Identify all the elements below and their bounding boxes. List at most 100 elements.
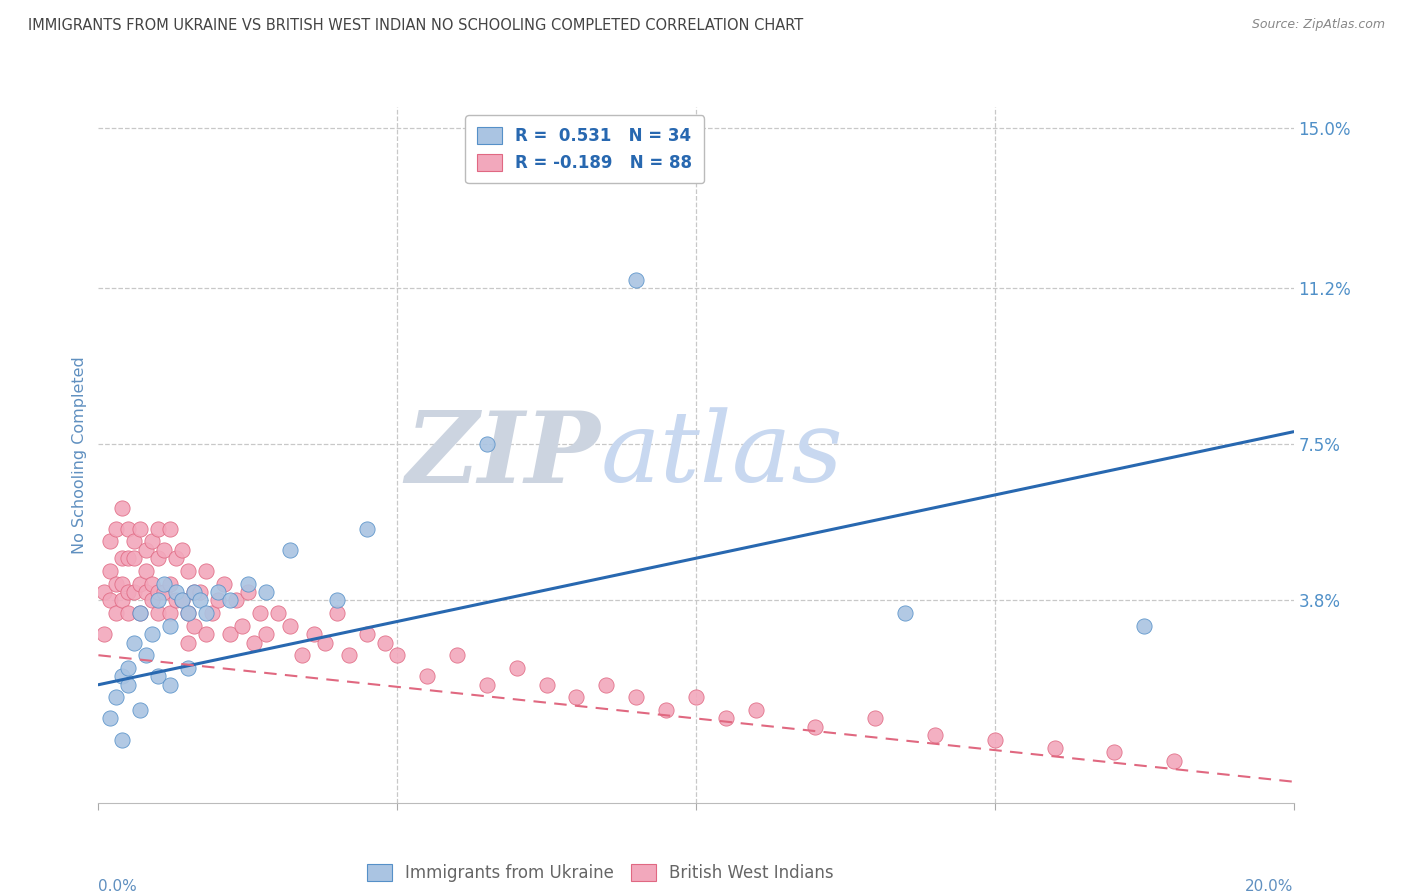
Point xyxy=(188,585,211,599)
Point xyxy=(183,585,205,599)
Point xyxy=(153,576,176,591)
Point xyxy=(129,606,152,620)
Point xyxy=(148,522,170,536)
Point xyxy=(159,576,181,591)
Point xyxy=(188,593,211,607)
Point xyxy=(100,534,122,549)
Point xyxy=(374,635,396,649)
Point xyxy=(212,576,235,591)
Point xyxy=(100,593,122,607)
Point xyxy=(195,627,218,641)
Point xyxy=(506,661,529,675)
Point xyxy=(339,648,360,663)
Point xyxy=(475,437,498,451)
Text: 20.0%: 20.0% xyxy=(1246,879,1294,892)
Point xyxy=(1133,618,1156,632)
Point xyxy=(254,627,277,641)
Point xyxy=(129,703,152,717)
Point xyxy=(100,711,122,725)
Point xyxy=(159,618,181,632)
Point xyxy=(267,606,290,620)
Point xyxy=(254,585,277,599)
Point xyxy=(745,703,768,717)
Point xyxy=(177,606,200,620)
Point xyxy=(1163,754,1185,768)
Point xyxy=(326,606,349,620)
Point xyxy=(172,593,194,607)
Point xyxy=(177,564,200,578)
Point xyxy=(195,606,218,620)
Point xyxy=(100,564,122,578)
Point xyxy=(117,522,139,536)
Point xyxy=(924,728,946,742)
Point xyxy=(475,678,498,692)
Point xyxy=(105,606,128,620)
Point xyxy=(105,690,128,705)
Point xyxy=(172,542,194,557)
Point xyxy=(1043,741,1066,756)
Point xyxy=(111,732,134,747)
Point xyxy=(124,551,146,566)
Point xyxy=(302,627,325,641)
Point xyxy=(243,635,266,649)
Point xyxy=(291,648,314,663)
Point xyxy=(685,690,707,705)
Point xyxy=(177,661,200,675)
Point xyxy=(565,690,588,705)
Point xyxy=(219,593,242,607)
Point xyxy=(231,618,253,632)
Point xyxy=(626,690,648,705)
Point xyxy=(129,576,152,591)
Point xyxy=(278,618,301,632)
Point xyxy=(135,564,157,578)
Point xyxy=(135,585,157,599)
Text: IMMIGRANTS FROM UKRAINE VS BRITISH WEST INDIAN NO SCHOOLING COMPLETED CORRELATIO: IMMIGRANTS FROM UKRAINE VS BRITISH WEST … xyxy=(28,18,803,33)
Point xyxy=(207,593,229,607)
Point xyxy=(111,593,134,607)
Point xyxy=(141,576,163,591)
Point xyxy=(225,593,247,607)
Point xyxy=(165,585,187,599)
Point xyxy=(124,534,146,549)
Point xyxy=(165,551,187,566)
Point xyxy=(356,627,378,641)
Point xyxy=(595,678,617,692)
Point xyxy=(278,542,301,557)
Point xyxy=(326,593,349,607)
Point xyxy=(153,585,176,599)
Point xyxy=(148,606,170,620)
Point xyxy=(183,585,205,599)
Point xyxy=(219,627,242,641)
Point xyxy=(111,500,134,515)
Point xyxy=(236,585,259,599)
Point xyxy=(207,585,229,599)
Point xyxy=(93,627,115,641)
Point xyxy=(655,703,678,717)
Point xyxy=(159,522,181,536)
Point xyxy=(894,606,917,620)
Point xyxy=(1104,745,1126,759)
Point xyxy=(172,593,194,607)
Point xyxy=(183,618,205,632)
Point xyxy=(177,635,200,649)
Point xyxy=(356,522,378,536)
Point xyxy=(626,273,648,287)
Point xyxy=(141,627,163,641)
Point xyxy=(111,551,134,566)
Point xyxy=(141,534,163,549)
Point xyxy=(865,711,887,725)
Point xyxy=(153,542,176,557)
Point xyxy=(111,576,134,591)
Point xyxy=(117,678,139,692)
Point xyxy=(129,606,152,620)
Legend: Immigrants from Ukraine, British West Indians: Immigrants from Ukraine, British West In… xyxy=(357,854,844,892)
Point xyxy=(201,606,224,620)
Point xyxy=(249,606,271,620)
Point xyxy=(124,585,146,599)
Point xyxy=(385,648,409,663)
Point xyxy=(129,522,152,536)
Point xyxy=(165,593,187,607)
Point xyxy=(135,648,157,663)
Point xyxy=(117,606,139,620)
Point xyxy=(984,732,1007,747)
